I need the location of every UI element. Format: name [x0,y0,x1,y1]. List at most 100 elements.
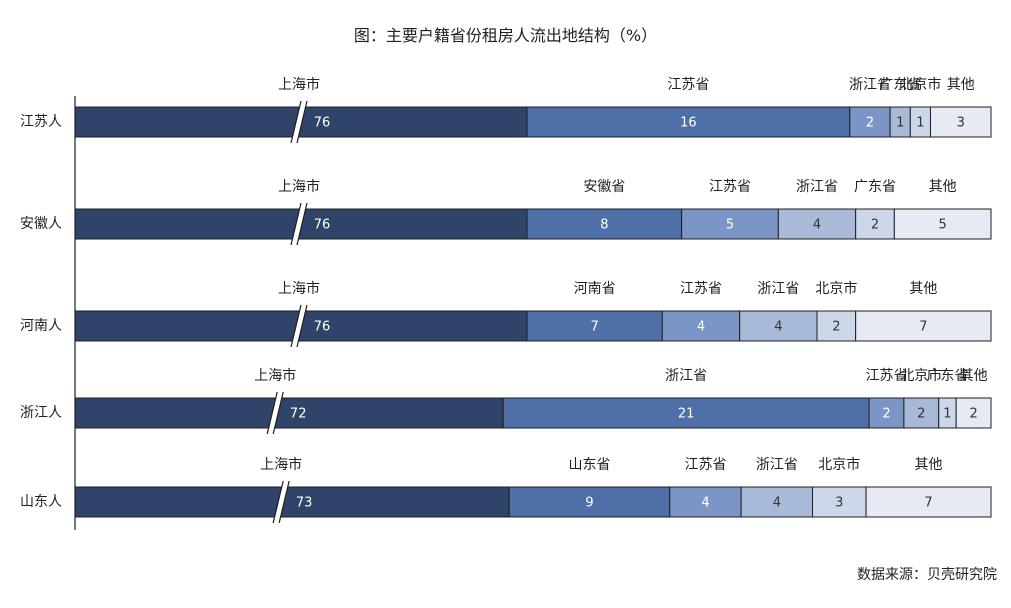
bar-segment [816,310,857,342]
axis-break-line [290,202,302,246]
segment-name-label: 广东省 [926,368,968,384]
data-label: 4 [774,320,782,335]
segment-name-label: 上海市 [278,280,320,297]
bar-segment [74,397,504,429]
bar-segment [777,208,857,240]
bar-segment [929,106,992,138]
segment-name-label: 北京市 [900,367,942,384]
data-label: 76 [314,116,331,131]
data-label: 2 [917,407,925,422]
axis-break-line [272,480,284,524]
category-label: 安徽人 [20,216,62,232]
bar-segment [955,397,992,429]
segment-name-label: 江苏省 [667,77,709,93]
data-label: 8 [600,218,608,233]
data-label: 7 [591,320,599,335]
bar-row-2 [74,304,992,348]
segment-name-label: 浙江省 [756,457,798,473]
axis-break-line [290,304,302,348]
data-label: 9 [585,496,593,511]
segment-name-label: 北京市 [815,280,857,297]
bar-row-4 [74,480,992,524]
bar-segment [526,208,683,240]
data-label: 5 [939,218,947,233]
bar-segment [740,486,814,518]
bar-segment [865,486,992,518]
data-label: 4 [813,218,821,233]
segment-name-label: 其他 [929,179,957,195]
segment-name-label: 江苏省 [684,457,726,473]
data-label: 72 [290,407,307,422]
axis-break-gap [273,480,290,524]
bar-row-1 [74,202,992,246]
segment-name-label: 安徽省 [583,179,625,195]
segment-name-label: 江苏省 [865,368,907,384]
data-label: 21 [678,407,695,422]
segment-name-label: 江苏省 [709,179,751,195]
bar-segment [903,397,940,429]
axis-break-gap [267,391,284,435]
axis-break-line [296,202,308,246]
axis-break-line [272,391,284,435]
data-label: 1 [916,116,924,131]
data-label: 5 [726,218,734,233]
segment-name-label: 浙江省 [849,77,891,93]
segment-name-label: 浙江省 [665,368,707,384]
bar-segment [868,397,905,429]
bar-segment [526,106,851,138]
category-label: 河南人 [20,318,62,334]
segment-name-label: 广东省 [854,179,896,195]
data-label: 16 [680,116,697,131]
category-label: 江苏人 [20,114,62,130]
bar-segment [74,486,510,518]
chart-title: 图：主要户籍省份租房人流出地结构（%） [353,26,658,45]
segment-name-label: 其他 [947,77,975,93]
segment-name-label: 其他 [960,368,988,384]
data-label: 4 [701,496,709,511]
segment-name-label: 上海市 [278,76,320,93]
data-label: 2 [871,218,879,233]
category-label: 山东人 [20,494,62,510]
bar-segment [502,397,870,429]
data-label: 2 [882,407,890,422]
segment-name-label: 河南省 [574,281,616,297]
data-label: 2 [969,407,977,422]
data-label: 7 [919,320,927,335]
segment-name-label: 其他 [915,457,943,473]
segment-name-label: 江苏省 [680,281,722,297]
bar-segment [508,486,671,518]
bar-row-0 [74,100,992,144]
axis-break-line [296,304,308,348]
segment-name-label: 浙江省 [796,179,838,195]
segment-name-label: 上海市 [278,178,320,195]
segment-name-label: 其他 [909,281,937,297]
axis-break-gap [291,202,307,246]
data-label: 3 [835,496,843,511]
data-label: 1 [896,116,904,131]
axis-break-line [266,391,278,435]
data-label: 4 [697,320,705,335]
data-label: 7 [924,496,932,511]
bar-segment [669,486,742,518]
axis-break-line [296,100,308,144]
data-label: 2 [832,320,840,335]
axis-break-gap [291,100,307,144]
data-label: 73 [296,496,313,511]
bar-segment [855,310,992,342]
data-label: 4 [773,496,781,511]
data-label: 76 [314,320,331,335]
segment-name-label: 上海市 [254,367,296,384]
data-label: 2 [866,116,874,131]
bar-segment [681,208,779,240]
axis-break-line [290,100,302,144]
segment-name-label: 上海市 [260,456,302,473]
bar-row-3 [74,391,992,435]
segment-name-label: 浙江省 [757,281,799,297]
bar-segment [893,208,992,240]
data-label: 1 [943,407,951,422]
axis-break-line [278,480,290,524]
segment-name-label: 广东省 [879,77,921,93]
source-note: 数据来源：贝壳研究院 [857,567,997,583]
segment-name-label: 山东省 [568,457,610,473]
